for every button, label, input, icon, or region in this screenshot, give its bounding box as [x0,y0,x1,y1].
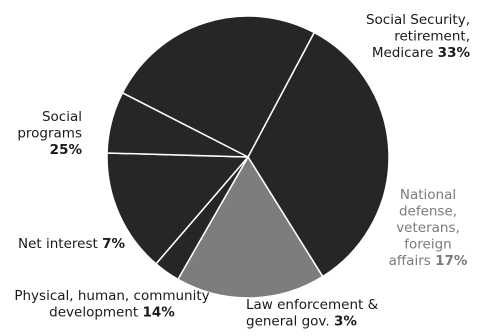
slice-percent: 17% [435,253,468,269]
slice-percent: 7% [102,236,125,252]
slice-label: Social Security, retirement, Medicare 33% [366,12,471,61]
pie-slice [106,152,249,265]
slice-label-line: programs [17,126,82,142]
slice-percent: 25% [50,142,83,158]
slice-label: Social programs 25% [17,109,82,158]
pie-slices [106,15,390,299]
slice-label-line: Social Security, [366,12,470,28]
slice-label: Law enforcement & general gov. 3% [246,297,379,330]
slice-label-line: Physical, human, community [14,288,209,304]
slice-label-line: retirement, [394,29,470,45]
slice-label: Physical, human, community development 14… [14,288,209,321]
pie-slice [121,15,315,158]
slice-label-line: general gov. [246,314,334,330]
pie-slice [177,156,324,299]
pie-slice [247,31,390,278]
slice-percent: 3% [334,314,357,330]
slice-label-line: foreign [404,237,451,253]
slice-percent: 14% [143,305,176,321]
slice-label: National defense, veterans, foreign affairs … [389,187,468,269]
slice-label-line: defense, [399,204,457,220]
slice-label-line: Law enforcement & [246,297,379,313]
slice-percent: 33% [438,45,471,61]
slice-label-line: development [49,305,142,321]
slice-label-line: Medicare [372,45,438,61]
slice-label: Net interest 7% [18,236,125,252]
slice-label-line: Social [42,109,82,125]
slice-label-line: Net interest [18,236,102,252]
slice-label-line: affairs [389,253,435,269]
slice-labels: Social Security, retirement, Medicare 33% N… [14,12,470,330]
slice-label-line: veterans, [396,220,460,236]
slice-label-line: National [400,187,456,203]
